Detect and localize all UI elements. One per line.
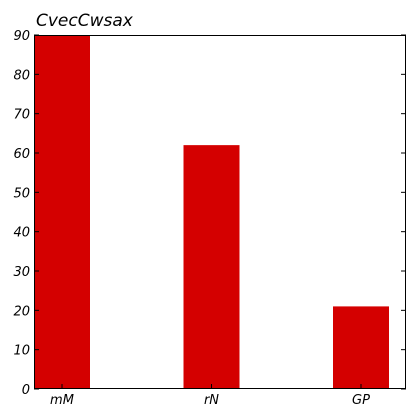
y-tick-label: 10 [13,344,30,359]
y-axis: 0 10 20 30 40 50 60 70 80 90 [13,29,406,398]
x-tick-label: GP [352,393,370,408]
x-axis: mM rN GP [50,384,370,408]
y-tick-label: 20 [13,304,30,319]
y-tick-label: 80 [13,68,30,83]
y-tick-label: 50 [13,186,30,201]
y-tick-label: 70 [13,108,30,123]
y-tick-label: 0 [22,383,30,398]
chart-title: CvecCwsax [36,11,134,31]
x-tick-label: rN [204,393,219,408]
y-tick-label: 60 [13,147,30,162]
plot-frame [34,35,406,389]
bar-mM [34,35,90,389]
x-tick-label: mM [50,393,74,408]
bar-rN [183,145,240,389]
y-tick-label: 90 [13,29,30,44]
bars-layer [34,35,389,389]
y-tick-label: 30 [13,265,30,280]
y-tick-label: 40 [13,226,30,241]
bar-GP [333,306,389,389]
